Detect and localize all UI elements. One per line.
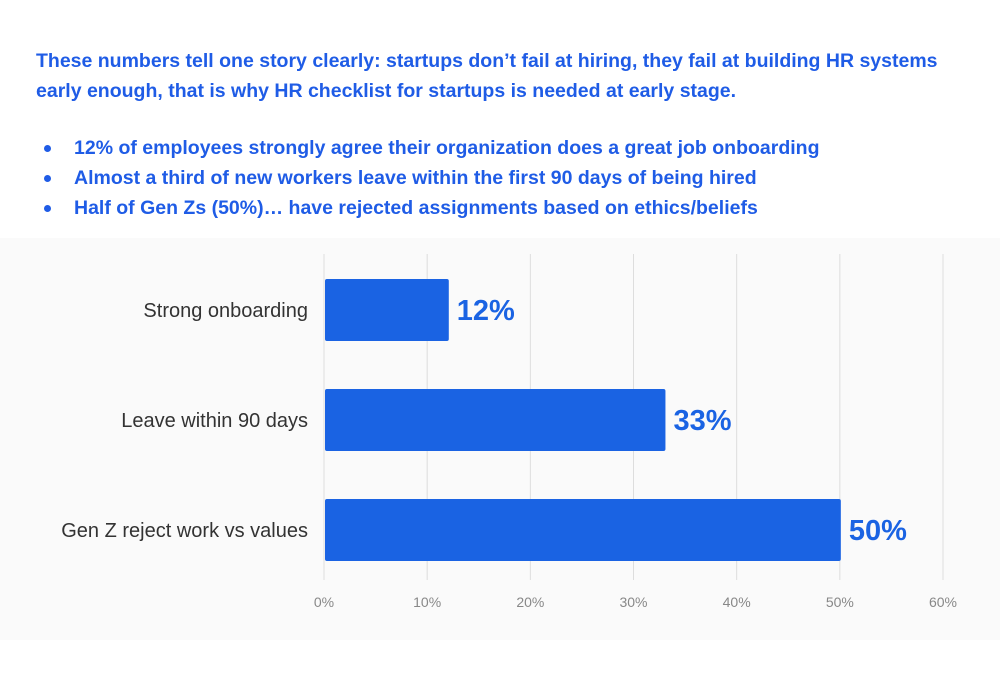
bullet-dot-icon	[44, 145, 51, 152]
intro-paragraph: These numbers tell one story clearly: st…	[36, 50, 938, 102]
x-tick-label: 0%	[314, 594, 334, 610]
bullet-text: 12% of employees strongly agree their or…	[74, 137, 820, 159]
data-label: 33%	[673, 405, 731, 437]
x-tick-label: 60%	[929, 594, 957, 610]
category-label: Strong onboarding	[143, 300, 308, 322]
category-label: Leave within 90 days	[121, 410, 308, 432]
bullet-item: Almost a third of new workers leave with…	[42, 163, 982, 193]
x-tick-label: 50%	[826, 594, 854, 610]
bar	[325, 389, 666, 451]
x-tick-label: 30%	[619, 594, 647, 610]
bullet-item: Half of Gen Zs (50%)… have rejected assi…	[42, 193, 982, 223]
x-tick-label: 20%	[516, 594, 544, 610]
data-label: 12%	[457, 295, 515, 327]
bullet-text: Almost a third of new workers leave with…	[74, 167, 757, 189]
bullet-dot-icon	[44, 175, 51, 182]
bullet-text: Half of Gen Zs (50%)… have rejected assi…	[74, 197, 758, 219]
x-tick-label: 40%	[723, 594, 751, 610]
category-label: Gen Z reject work vs values	[61, 520, 308, 542]
x-tick-label: 10%	[413, 594, 441, 610]
bullet-dot-icon	[44, 205, 51, 212]
chart-panel: 0% 10% 20% 30% 40% 50% 60% Strong onboarding 12%…	[0, 238, 1000, 640]
bar-chart: 0% 10% 20% 30% 40% 50% 60% Strong onboarding 12%…	[61, 254, 957, 610]
bullet-item: 12% of employees strongly agree their or…	[42, 133, 982, 163]
data-label: 50%	[849, 515, 907, 547]
bar	[325, 279, 449, 341]
bullet-list: 12% of employees strongly agree their or…	[42, 133, 982, 223]
bar	[325, 499, 841, 561]
